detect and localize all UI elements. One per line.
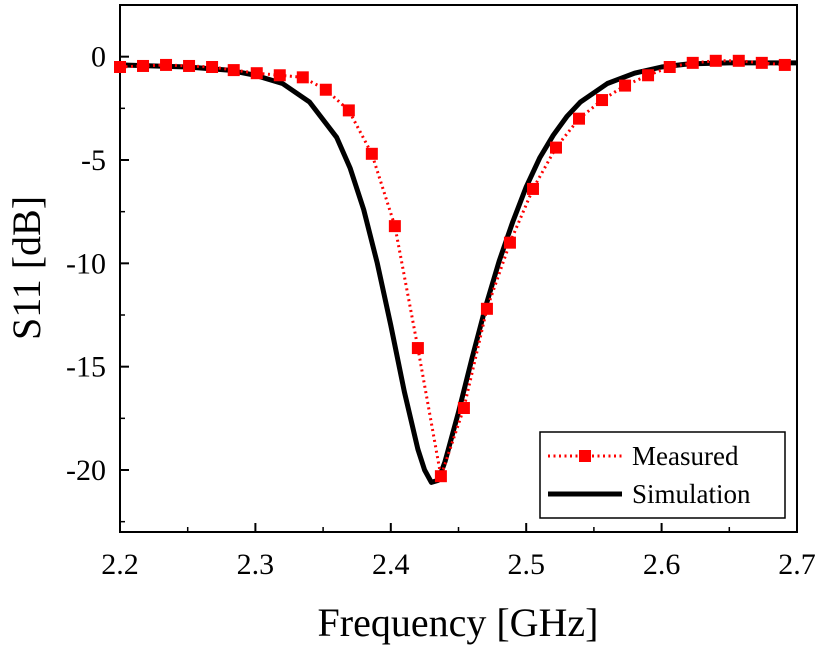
- y-axis-ticks: 0 -5 -10 -15 -20: [66, 4, 129, 523]
- y-tick-label: -20: [66, 454, 106, 487]
- measured-point: [503, 236, 516, 249]
- legend-simulation-label: Simulation: [632, 479, 751, 509]
- measured-point: [573, 112, 586, 125]
- measured-point: [388, 220, 401, 233]
- measured-point: [526, 182, 539, 195]
- measured-point: [365, 147, 378, 160]
- x-tick-label: 2.6: [643, 548, 681, 581]
- measured-point: [755, 56, 768, 69]
- legend-box: [539, 431, 786, 519]
- simulation-line: [119, 60, 797, 485]
- y-tick-label: 0: [91, 41, 106, 74]
- measured-point: [411, 342, 424, 355]
- measured-point: [114, 61, 126, 73]
- measured-point: [160, 58, 173, 71]
- measured-point: [457, 402, 470, 414]
- measured-point: [342, 104, 355, 117]
- y-tick-label: -15: [66, 351, 106, 384]
- x-tick-label: 2.5: [507, 548, 545, 581]
- y-tick-label: -10: [66, 247, 106, 280]
- measured-point: [686, 56, 699, 69]
- x-tick-label: 2.3: [237, 548, 275, 581]
- x-axis-ticks: 2.2 2.3 2.4 2.5 2.6 2.7: [101, 523, 816, 581]
- x-axis-title: Frequency [GHz]: [318, 600, 599, 645]
- measured-point: [250, 67, 263, 80]
- measured-point: [642, 69, 655, 82]
- measured-point: [319, 83, 332, 96]
- measured-point: [732, 54, 745, 67]
- measured-point: [273, 69, 286, 82]
- y-tick-label: -5: [81, 144, 106, 177]
- measured-point: [709, 54, 722, 67]
- measured-point: [596, 94, 609, 107]
- measured-point: [434, 470, 447, 483]
- series-layer: [114, 54, 797, 485]
- measured-point: [183, 59, 196, 72]
- measured-point: [296, 71, 309, 84]
- measured-point: [480, 302, 493, 315]
- x-tick-label: 2.2: [101, 548, 139, 581]
- measured-line: [119, 59, 785, 477]
- measured-point: [663, 61, 676, 73]
- measured-point: [137, 59, 150, 72]
- legend-measured-label: Measured: [632, 441, 739, 471]
- measured-point: [206, 61, 219, 73]
- measured-point: [778, 58, 791, 71]
- x-tick-label: 2.4: [372, 548, 410, 581]
- y-axis-title: S11 [dB]: [4, 196, 49, 340]
- legend: Measured Simulation: [539, 431, 786, 519]
- measured-point: [549, 141, 562, 154]
- measured-point: [227, 64, 240, 77]
- x-tick-label: 2.7: [778, 548, 816, 581]
- measured-point: [619, 79, 632, 92]
- legend-measured-marker: [579, 450, 591, 462]
